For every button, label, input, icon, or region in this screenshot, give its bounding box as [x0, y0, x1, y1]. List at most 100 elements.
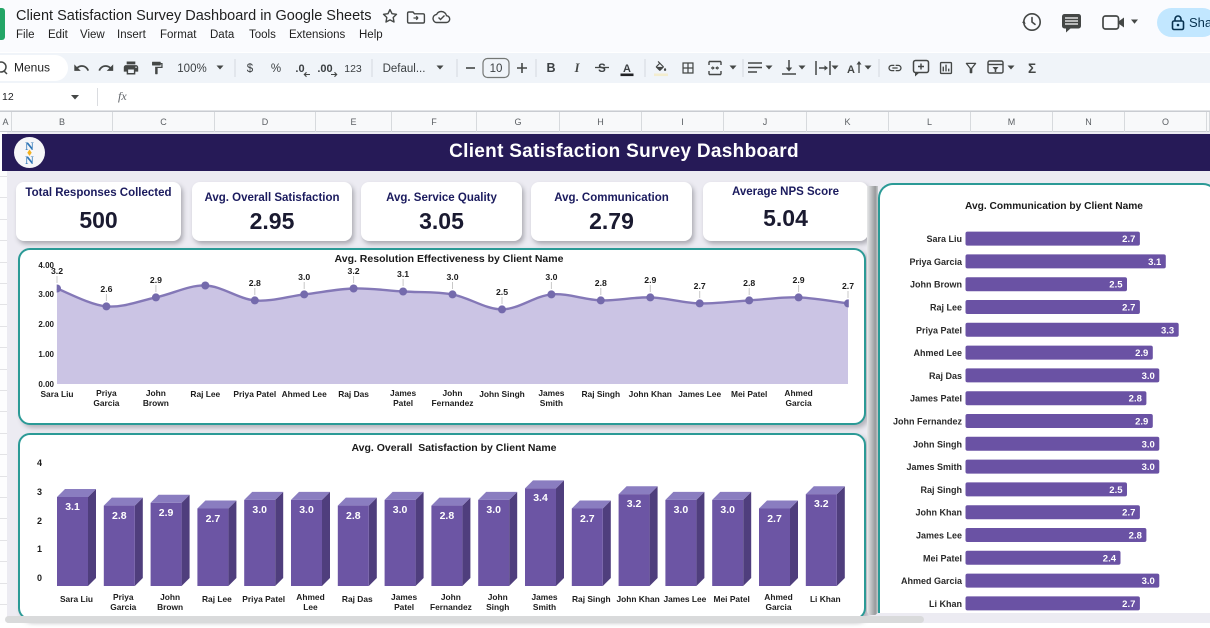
svg-text:2.8: 2.8: [1129, 531, 1142, 542]
svg-text:2.00: 2.00: [38, 320, 54, 329]
svg-text:James Patel: James Patel: [910, 394, 962, 404]
svg-text:2.4: 2.4: [1103, 553, 1117, 564]
svg-text:Brown: Brown: [143, 398, 169, 408]
svg-text:Sara Liu: Sara Liu: [60, 594, 93, 604]
svg-text:Garcia: Garcia: [110, 602, 136, 612]
svg-text:3: 3: [37, 487, 42, 497]
svg-text:John Khan: John Khan: [916, 508, 963, 518]
svg-text:Raj Lee: Raj Lee: [930, 303, 962, 313]
svg-text:3.0: 3.0: [299, 504, 314, 516]
svg-text:Mei Patel: Mei Patel: [731, 389, 767, 399]
svg-text:3.0: 3.0: [252, 504, 267, 516]
svg-text:James: James: [538, 388, 564, 398]
svg-text:John Singh: John Singh: [479, 389, 525, 399]
svg-text:1.00: 1.00: [38, 350, 54, 359]
svg-text:3.0: 3.0: [393, 504, 408, 516]
svg-text:2.8: 2.8: [1129, 394, 1142, 405]
svg-text:2.5: 2.5: [496, 287, 508, 297]
svg-text:Ahmed Garcia: Ahmed Garcia: [901, 576, 963, 586]
svg-text:Σ: Σ: [1028, 61, 1036, 76]
svg-text:Ahmed Lee: Ahmed Lee: [282, 389, 327, 399]
svg-text:2.8: 2.8: [112, 510, 127, 522]
svg-text:3.2: 3.2: [627, 498, 642, 510]
svg-text:%: %: [271, 63, 281, 75]
svg-text:3.0: 3.0: [446, 272, 458, 282]
svg-text:Raj Singh: Raj Singh: [572, 594, 611, 604]
svg-text:Ahmed Lee: Ahmed Lee: [913, 348, 962, 358]
svg-text:John: John: [146, 388, 166, 398]
svg-text:Raj Lee: Raj Lee: [190, 389, 220, 399]
svg-text:B: B: [546, 61, 555, 75]
svg-text:John: John: [442, 388, 462, 398]
svg-text:2.7: 2.7: [842, 281, 854, 291]
svg-text:Priya Patel: Priya Patel: [233, 389, 276, 399]
svg-text:John Fernandez: John Fernandez: [893, 417, 963, 427]
svg-text:2.8: 2.8: [595, 278, 607, 288]
svg-text:Defaul...: Defaul...: [383, 63, 426, 75]
svg-text:James: James: [391, 592, 417, 602]
svg-text:Garcia: Garcia: [93, 398, 119, 408]
svg-text:2.8: 2.8: [346, 510, 361, 522]
svg-text:2.7: 2.7: [1122, 234, 1135, 245]
svg-text:2.7: 2.7: [580, 513, 595, 525]
svg-text:N: N: [25, 153, 34, 167]
svg-text:Raj Lee: Raj Lee: [202, 594, 232, 604]
svg-text:Menus: Menus: [14, 61, 50, 75]
svg-text:James: James: [531, 592, 557, 602]
svg-text:100%: 100%: [177, 63, 206, 75]
svg-text:3.0: 3.0: [1142, 576, 1155, 587]
svg-text:0.00: 0.00: [38, 380, 54, 389]
svg-text:3.0: 3.0: [1142, 439, 1155, 450]
svg-text:4.00: 4.00: [38, 261, 54, 270]
svg-text:Brown: Brown: [157, 602, 183, 612]
svg-text:John: John: [160, 592, 180, 602]
svg-text:Fernandez: Fernandez: [432, 398, 474, 408]
svg-text:Fernandez: Fernandez: [430, 602, 472, 612]
svg-text:James: James: [390, 388, 416, 398]
svg-text:Raj Singh: Raj Singh: [581, 389, 620, 399]
svg-text:3.4: 3.4: [533, 492, 548, 504]
svg-text:Mei Patel: Mei Patel: [923, 553, 962, 563]
svg-text:3.0: 3.0: [674, 504, 689, 516]
svg-text:A: A: [847, 64, 855, 76]
svg-text:Ahmed: Ahmed: [784, 388, 812, 398]
svg-text:10: 10: [490, 63, 503, 75]
svg-text:3.3: 3.3: [1161, 325, 1174, 336]
svg-text:Raj Das: Raj Das: [338, 389, 369, 399]
svg-text:2.7: 2.7: [1122, 303, 1135, 314]
svg-text:0: 0: [37, 573, 42, 583]
svg-text:James Lee: James Lee: [663, 594, 706, 604]
svg-text:3.0: 3.0: [720, 504, 735, 516]
svg-text:123: 123: [344, 63, 362, 75]
svg-text:2.7: 2.7: [206, 513, 221, 525]
svg-text:3.0: 3.0: [545, 272, 557, 282]
svg-text:3.0: 3.0: [1142, 462, 1155, 473]
svg-text:.00: .00: [317, 63, 332, 75]
svg-text:Priya Patel: Priya Patel: [916, 325, 962, 335]
svg-text:2.7: 2.7: [694, 281, 706, 291]
svg-text:2.9: 2.9: [644, 275, 656, 285]
svg-text:John: John: [488, 592, 508, 602]
svg-text:2.9: 2.9: [150, 275, 162, 285]
svg-text:3.1: 3.1: [65, 501, 80, 513]
svg-text:3.2: 3.2: [51, 266, 63, 276]
svg-text:2.8: 2.8: [743, 278, 755, 288]
svg-text:3.1: 3.1: [1148, 257, 1162, 268]
svg-text:2.9: 2.9: [159, 507, 174, 519]
svg-text:2.9: 2.9: [793, 275, 805, 285]
svg-text:3.00: 3.00: [38, 290, 54, 299]
svg-text:Raj Das: Raj Das: [342, 594, 373, 604]
svg-text:Smith: Smith: [533, 602, 556, 612]
svg-text:John: John: [441, 592, 461, 602]
svg-text:James Smith: James Smith: [906, 462, 962, 472]
svg-text:3.0: 3.0: [298, 272, 310, 282]
svg-text:2.7: 2.7: [767, 513, 782, 525]
svg-text:Raj Das: Raj Das: [929, 371, 962, 381]
svg-text:3.0: 3.0: [1142, 371, 1155, 382]
svg-text:.0: .0: [295, 63, 304, 75]
svg-text:Li Khan: Li Khan: [810, 594, 841, 604]
svg-text:John Khan: John Khan: [616, 594, 659, 604]
svg-text:Sara Liu: Sara Liu: [40, 389, 73, 399]
svg-text:2.7: 2.7: [1122, 599, 1135, 610]
svg-text:1: 1: [37, 544, 42, 554]
